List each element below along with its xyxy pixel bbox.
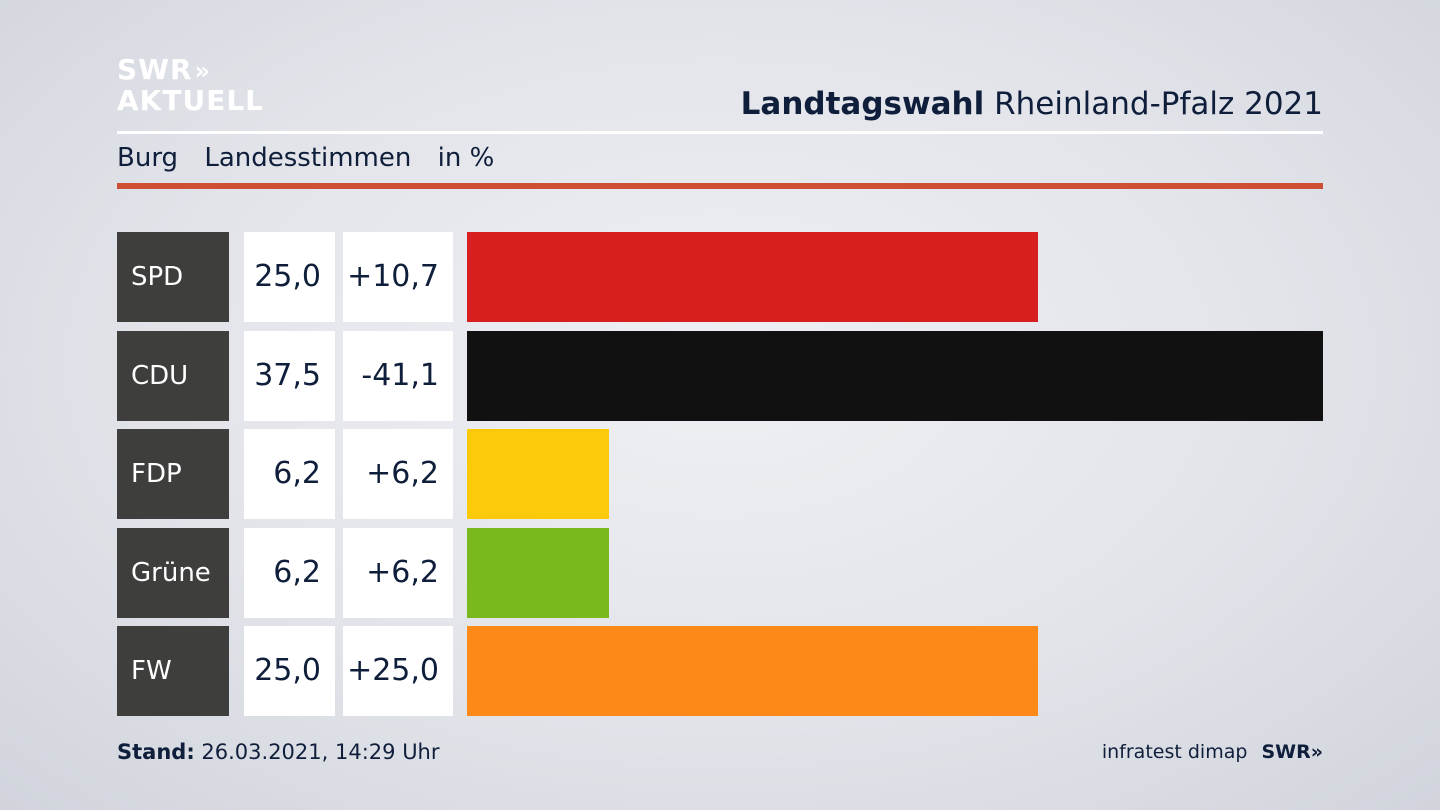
title-rest: Rheinland-Pfalz 2021 [994,86,1323,122]
vote-share-label: 37,5 [244,330,335,421]
subtitle-unit: in % [437,143,495,173]
subtitle: Burg Landesstimmen in % [117,143,512,173]
party-label: FDP [117,429,229,519]
vote-share-label: 6,2 [244,527,335,618]
chart-row-spd: SPD 25,0 +10,7 [117,232,1323,322]
party-label: FW [117,626,229,716]
change-label: +6,2 [343,527,453,618]
chart-row-cdu: CDU 37,5 -41,1 [117,330,1323,421]
swr-brand-mark: SWR» [1261,741,1323,763]
chart-row-grüne: Grüne 6,2 +6,2 [117,527,1323,618]
change-label: +25,0 [343,626,453,716]
chart-row-fw: FW 25,0 +25,0 [117,626,1323,716]
change-label: +6,2 [343,429,453,519]
party-label: CDU [117,330,229,421]
result-bar [467,232,1038,322]
stand-label: Stand: [117,740,195,764]
results-chart: SPD 25,0 +10,7 CDU 37,5 -41,1 FDP 6,2 +6,2 Grüne 6… [117,232,1323,725]
page-title: Landtagswahl Rheinland-Pfalz 2021 [741,86,1323,122]
source-text: infratest dimap [1101,741,1248,763]
vote-share-label: 25,0 [244,232,335,322]
subtitle-place: Burg [117,143,179,173]
swr-aktuell-logo: SWR» AKTUELL [117,56,277,118]
logo-aktuell-text: AKTUELL [117,84,265,117]
change-label: +10,7 [343,232,453,322]
vote-share-label: 6,2 [244,429,335,519]
logo-arrows-icon: » [194,57,210,85]
party-label: Grüne [117,527,229,618]
result-bar [467,429,609,519]
logo-swr-text: SWR [117,53,193,86]
timestamp: Stand: 26.03.2021, 14:29 Uhr [117,740,440,764]
result-bar [467,527,609,618]
source-credit: infratest dimap SWR» [1102,741,1323,763]
vote-share-label: 25,0 [244,626,335,716]
header-divider [117,131,1323,134]
change-label: -41,1 [343,330,453,421]
result-bar [467,330,1323,421]
stand-value: 26.03.2021, 14:29 Uhr [201,740,440,764]
chart-row-fdp: FDP 6,2 +6,2 [117,429,1323,519]
result-bar [467,626,1038,716]
accent-rule [117,183,1323,189]
subtitle-vote-type: Landesstimmen [204,143,412,173]
title-bold: Landtagswahl [740,86,985,122]
party-label: SPD [117,232,229,322]
